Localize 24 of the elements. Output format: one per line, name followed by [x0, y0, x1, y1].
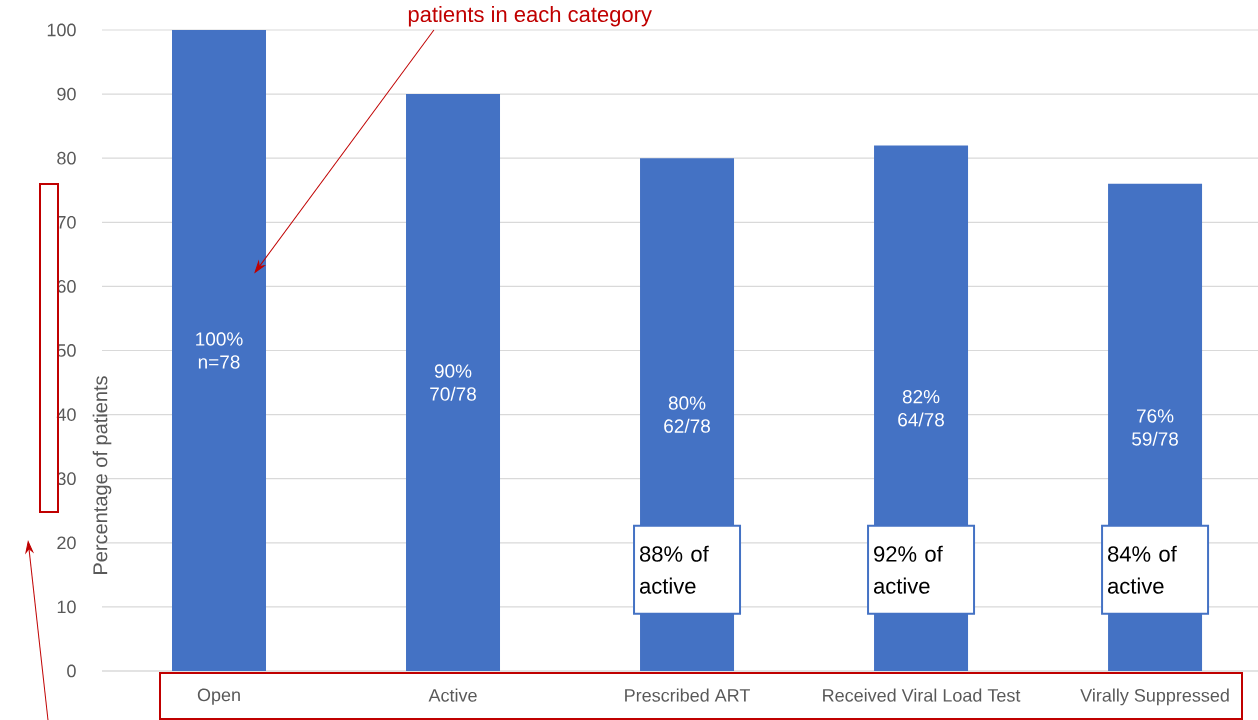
- x-tick-label: Active: [428, 688, 477, 702]
- y-tick-label: 20: [57, 536, 76, 550]
- data-label: 90% 70/78: [430, 364, 476, 401]
- y-tick-label: 90: [57, 87, 76, 101]
- annotation: 88% of active: [639, 545, 709, 594]
- data-label: 80% 62/78: [664, 396, 710, 433]
- y-tick-label: 70: [57, 215, 76, 229]
- text: patients in each category: [408, 5, 652, 27]
- y-tick-label: 10: [57, 600, 76, 614]
- y-tick-label: 0: [67, 664, 76, 678]
- x-tick-label: Prescribed ART: [625, 688, 750, 702]
- x-tick-label: Open: [197, 688, 240, 705]
- x-tick-label: Received Viral Load Test: [823, 688, 1021, 702]
- data-label: 76% 59/78: [1132, 409, 1178, 446]
- x-tick-label: Virally Suppressed: [1080, 688, 1229, 706]
- y-axis-title: Percentage of patients: [92, 376, 112, 574]
- y-tick-label: 100: [47, 23, 76, 37]
- bar: [172, 29, 267, 671]
- data-label: 82% 64/78: [898, 389, 944, 427]
- annotation: 92% of active: [873, 545, 943, 594]
- annotation: 84% of active: [1108, 545, 1177, 594]
- bar: [406, 94, 501, 671]
- y-tick-label: 80: [57, 151, 76, 165]
- data-label: 100% n=78: [196, 332, 243, 369]
